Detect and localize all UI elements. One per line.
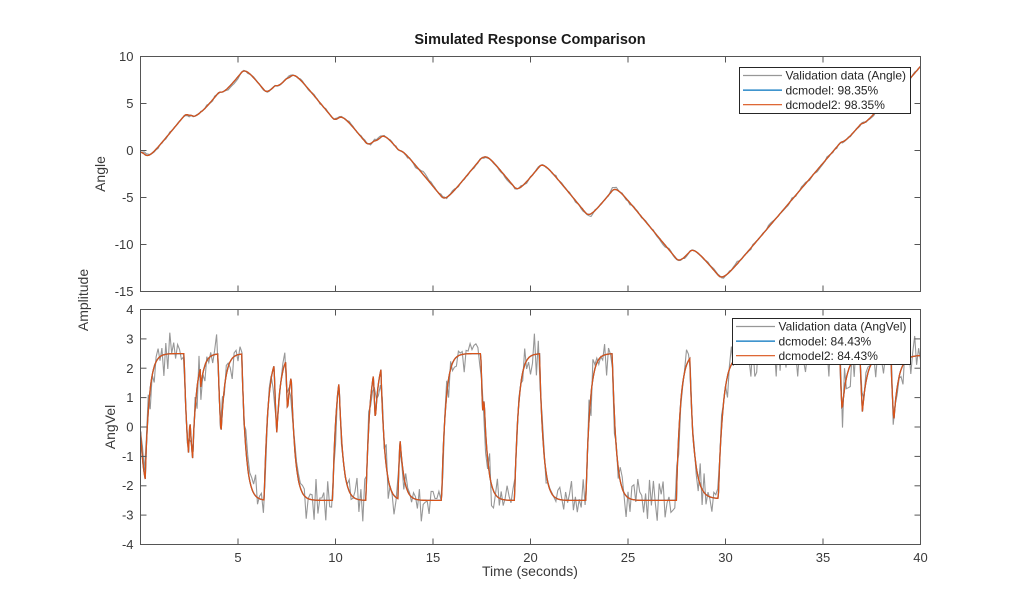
svg-text:5: 5 (234, 550, 241, 565)
svg-text:20: 20 (523, 550, 537, 565)
svg-text:dcmodel: 84.43%: dcmodel: 84.43% (779, 334, 872, 348)
svg-text:Simulated Response Comparison: Simulated Response Comparison (414, 32, 645, 48)
svg-text:Time (seconds): Time (seconds) (482, 563, 578, 579)
svg-text:-3: -3 (122, 508, 134, 523)
svg-text:25: 25 (621, 550, 635, 565)
svg-text:40: 40 (913, 550, 927, 565)
svg-text:5: 5 (126, 96, 133, 111)
svg-text:dcmodel: 98.35%: dcmodel: 98.35% (786, 83, 879, 97)
svg-text:-1: -1 (122, 449, 134, 464)
svg-text:0: 0 (126, 420, 133, 435)
svg-text:Validation data (Angle): Validation data (Angle) (786, 69, 907, 83)
svg-text:30: 30 (718, 550, 732, 565)
svg-text:3: 3 (126, 331, 133, 346)
svg-text:dcmodel2: 84.43%: dcmodel2: 84.43% (779, 349, 879, 363)
svg-text:-2: -2 (122, 478, 134, 493)
svg-text:-15: -15 (115, 284, 134, 299)
svg-text:1: 1 (126, 390, 133, 405)
svg-text:15: 15 (426, 550, 440, 565)
svg-text:4: 4 (126, 302, 133, 317)
svg-text:0: 0 (126, 143, 133, 158)
svg-text:2: 2 (126, 361, 133, 376)
svg-text:-4: -4 (122, 537, 134, 552)
svg-text:10: 10 (328, 550, 342, 565)
svg-text:-10: -10 (115, 237, 134, 252)
svg-text:Validation data (AngVel): Validation data (AngVel) (779, 320, 907, 334)
svg-text:AngVel: AngVel (102, 405, 118, 449)
svg-text:Amplitude: Amplitude (75, 269, 91, 331)
svg-text:35: 35 (816, 550, 830, 565)
svg-text:dcmodel2: 98.35%: dcmodel2: 98.35% (786, 98, 886, 112)
svg-text:-5: -5 (122, 190, 134, 205)
svg-text:Angle: Angle (92, 156, 108, 192)
svg-text:10: 10 (119, 49, 133, 64)
